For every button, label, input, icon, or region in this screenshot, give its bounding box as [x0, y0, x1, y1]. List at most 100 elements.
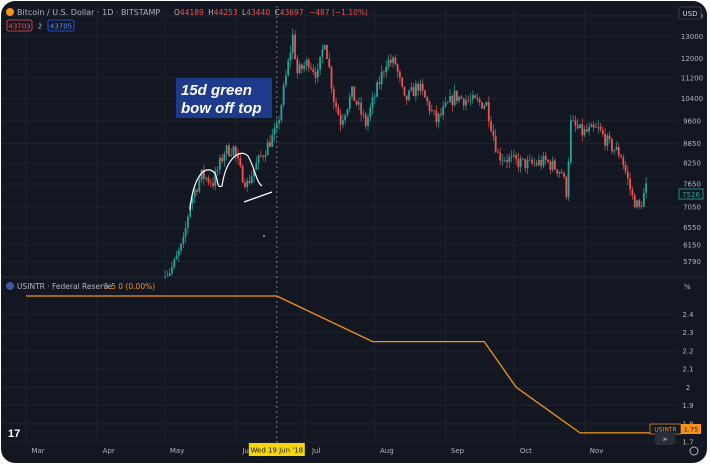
- time-tick-label: Aug: [380, 447, 394, 455]
- candle-body: [348, 96, 351, 109]
- sell-button[interactable]: 43703: [6, 19, 33, 32]
- candle-body: [266, 142, 269, 156]
- rate-tick-label: 2.1: [682, 366, 693, 374]
- candle-body: [376, 82, 379, 97]
- candle-body: [640, 206, 643, 208]
- candle-body: [485, 102, 488, 106]
- candle-body: [405, 95, 408, 101]
- candle-body: [499, 152, 502, 161]
- candle-body: [355, 100, 358, 105]
- candle-body: [168, 273, 171, 276]
- candle-body: [305, 59, 308, 66]
- buy-button[interactable]: 43705: [47, 19, 75, 32]
- annotation-line1: 15d green: [181, 82, 252, 99]
- candle-body: [202, 169, 205, 179]
- rate-tick-label: 2.2: [682, 347, 693, 355]
- candle-body: [492, 130, 495, 136]
- annotation-background: [176, 78, 272, 118]
- candle-body: [595, 127, 597, 128]
- candle-body: [592, 124, 595, 128]
- annotation-box[interactable]: 15d green bow off top: [176, 78, 272, 118]
- candle-body: [250, 176, 253, 183]
- candle-body: [476, 97, 479, 100]
- candle-body: [173, 259, 176, 267]
- price-tick-label: 11200: [681, 74, 703, 82]
- candle-body: [246, 180, 249, 187]
- candle-body: [417, 83, 420, 91]
- candle-body: [255, 162, 258, 170]
- candle-body: [449, 95, 451, 103]
- candle-body: [483, 105, 486, 109]
- candle-body: [273, 128, 276, 135]
- candle-body: [175, 255, 178, 260]
- price-tick-label: 12000: [681, 55, 703, 63]
- candle-body: [346, 108, 349, 116]
- candle-body: [171, 266, 173, 274]
- candle-body: [581, 124, 584, 136]
- rate-line[interactable]: [26, 295, 651, 434]
- candle-body: [512, 154, 515, 157]
- candle-body: [608, 135, 611, 140]
- price-tick-label: 6550: [683, 224, 701, 232]
- candle-body: [326, 45, 328, 60]
- candle-body: [501, 160, 504, 161]
- candle-body: [526, 159, 529, 169]
- candle-body: [357, 102, 360, 105]
- candle-body: [332, 88, 335, 103]
- candle-body: [533, 163, 536, 164]
- trend-line-drawing[interactable]: [243, 191, 273, 203]
- candle-body: [177, 250, 180, 256]
- candle-body: [617, 147, 620, 156]
- price-tick-label: 8850: [683, 140, 701, 148]
- candle-body: [314, 71, 317, 78]
- currency-button[interactable]: USD: [678, 6, 702, 20]
- candle-body: [307, 59, 310, 68]
- candle-body: [567, 161, 570, 197]
- bow-curve-drawing[interactable]: [189, 152, 263, 211]
- price-tick-label: 6150: [683, 241, 701, 249]
- candle-body: [576, 125, 579, 129]
- candle-body: [542, 155, 545, 166]
- ohlc-readout: O44189 H44253 L43440 C43697 −487 (−1.10%…: [174, 8, 368, 17]
- candle-body: [430, 110, 433, 112]
- candle-body: [412, 87, 415, 97]
- candle-body: [389, 59, 392, 64]
- time-tick-label: Apr: [103, 447, 115, 455]
- candle-body: [419, 83, 422, 91]
- candle-body: [264, 155, 267, 157]
- candle-body: [196, 189, 198, 192]
- time-tick-label: Oct: [520, 447, 532, 455]
- price-tick-label: 8250: [683, 160, 701, 168]
- candle-body: [540, 160, 543, 166]
- settings-button[interactable]: [689, 446, 699, 456]
- candle-body: [380, 71, 383, 85]
- candle-body: [535, 163, 538, 165]
- candle-body: [467, 100, 470, 101]
- time-tick-label: May: [170, 447, 184, 455]
- candle-body: [198, 180, 201, 192]
- time-tick-label: Sep: [451, 447, 465, 455]
- candle-body: [371, 97, 374, 108]
- candle-body: [328, 59, 331, 68]
- candle-body: [312, 68, 315, 72]
- candle-body: [369, 107, 372, 117]
- candles: [164, 28, 647, 279]
- candle-body: [408, 90, 410, 101]
- candle-body: [205, 177, 208, 179]
- candle-body: [207, 177, 210, 183]
- candle-body: [396, 64, 399, 72]
- scroll-realtime-button[interactable]: »: [655, 432, 675, 445]
- candle-body: [585, 129, 588, 132]
- candle-body: [287, 60, 290, 76]
- candle-body: [212, 183, 214, 187]
- symbol-title: Bitcoin / U.S. Dollar · 1D · BITSTAMP: [17, 8, 160, 17]
- rate-tick-label: 2: [686, 384, 690, 392]
- candle-body: [462, 98, 465, 106]
- candle-body: [563, 172, 565, 177]
- candle-body: [531, 159, 534, 164]
- candle-body: [626, 171, 629, 179]
- candle-body: [528, 159, 531, 161]
- pattern-drawing[interactable]: [189, 152, 273, 237]
